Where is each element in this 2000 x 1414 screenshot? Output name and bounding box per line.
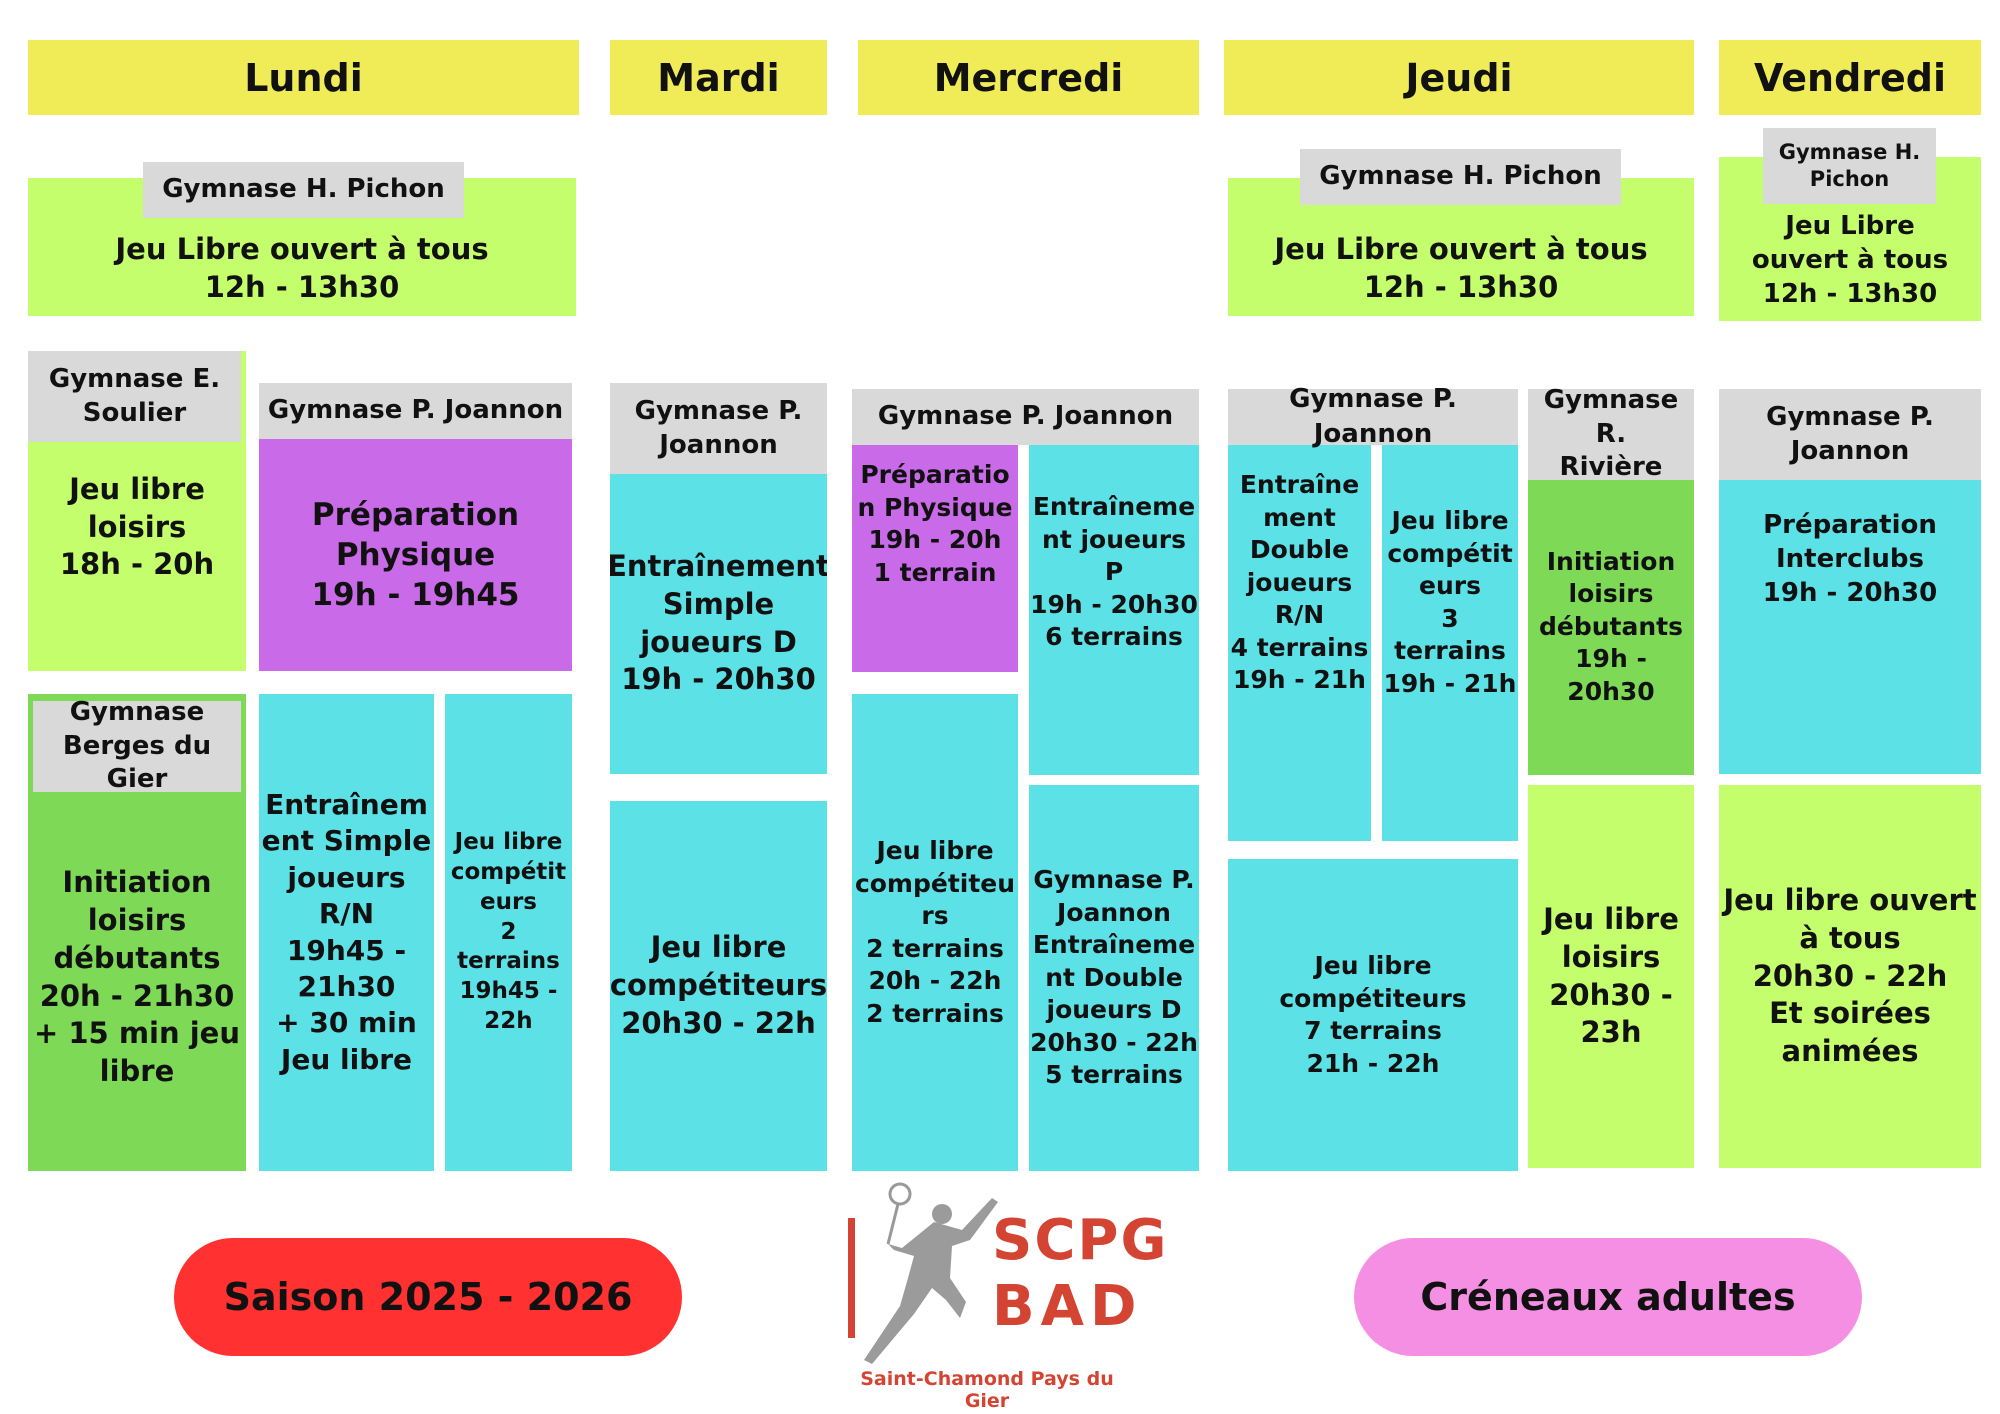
slot-text: Initiation loisirs débutants 20h - 21h30… <box>33 865 240 1088</box>
slot-text: Jeu libre compétiteurs 20h30 - 22h <box>610 930 827 1040</box>
venue-label: Gymnase P. Joannon <box>1289 383 1457 449</box>
slot-text: Jeu libre loisirs 20h30 - 23h <box>1543 902 1679 1050</box>
venue-label: Gymnase P. Joannon <box>877 401 1174 432</box>
slot-text: Entraîne ment Double joueurs R/N 4 terra… <box>1230 470 1369 694</box>
slot-text: Jeu Libre ouvert à tous 12h - 13h30 <box>115 232 489 304</box>
logo-title-2: BAD <box>992 1274 1143 1339</box>
jeudi-comp3-slot: Jeu libre compétit eurs 3 terrains 19h -… <box>1382 389 1518 841</box>
venue-label: Gymnase H. Pichon <box>1319 161 1602 192</box>
jeudi-noon-venue: Gymnase H. Pichon <box>1300 149 1621 205</box>
mercredi-comp-slot: Jeu libre compétiteu rs 2 terrains 20h -… <box>852 694 1018 1171</box>
club-logo: SCPG BAD Saint-Chamond Pays du Gier <box>842 1178 1166 1412</box>
lundi-simple-slot: Entraînem ent Simple joueurs R/N 19h45 -… <box>259 694 434 1171</box>
day-label: Vendredi <box>1753 55 1947 100</box>
lundi-comp-slot: Jeu libre compétit eurs 2 terrains 19h45… <box>445 694 572 1171</box>
jeudi-double-slot: Entraîne ment Double joueurs R/N 4 terra… <box>1228 389 1371 841</box>
jeudi-riviere-venue: Gymnase R. Rivière <box>1528 385 1694 482</box>
venue-label: Gymnase P. Joannon <box>634 395 803 460</box>
season-label: Saison 2025 - 2026 <box>223 1275 633 1319</box>
slot-text: Préparatio n Physique 19h - 20h 1 terrai… <box>857 460 1013 587</box>
slot-text: Préparation Interclubs 19h - 20h30 <box>1762 510 1938 608</box>
venue-label: Gymnase Berges du Gier <box>62 696 212 795</box>
mercredi-venue: Gymnase P. Joannon <box>852 389 1199 445</box>
lundi-soulier-venue: Gymnase E. Soulier <box>28 351 241 442</box>
venue-label: Gymnase R. Rivière <box>1543 384 1679 483</box>
venue-label: Gymnase H. Pichon <box>162 174 445 205</box>
lundi-joannon-venue: Gymnase P. Joannon <box>259 383 572 439</box>
lundi-berges-venue: Gymnase Berges du Gier <box>33 697 241 794</box>
slot-text: Jeu Libre ouvert à tous 12h - 13h30 <box>1274 232 1648 304</box>
jeudi-joannon-venue: Gymnase P. Joannon <box>1228 384 1518 449</box>
mardi-venue: Gymnase P. Joannon <box>610 383 827 474</box>
season-badge: Saison 2025 - 2026 <box>174 1238 682 1356</box>
day-header-vendredi: Vendredi <box>1719 40 1981 115</box>
jeudi-comp7-slot: Jeu libre compétiteurs 7 terrains 21h - … <box>1228 859 1518 1171</box>
mercredi-prep-slot: Préparatio n Physique 19h - 20h 1 terrai… <box>852 445 1018 672</box>
jeudi-loisirs-slot: Jeu libre loisirs 20h30 - 23h <box>1528 785 1694 1168</box>
slot-text: Jeu libre compétit eurs 2 terrains 19h45… <box>450 828 567 1035</box>
venue-label: Gymnase P. Joannon <box>267 395 564 426</box>
venue-label: Gymnase H. Pichon <box>1778 139 1921 191</box>
slot-text: Entraînement Simple joueurs D 19h - 20h3… <box>610 549 827 697</box>
slot-text: Entraîneme nt joueurs P 19h - 20h30 6 te… <box>1030 492 1198 651</box>
slot-text: Entraînem ent Simple joueurs R/N 19h45 -… <box>261 787 432 1076</box>
mercredi-p-slot: Entraîneme nt joueurs P 19h - 20h30 6 te… <box>1029 445 1199 775</box>
slot-text: Jeu libre compétit eurs 3 terrains 19h -… <box>1383 506 1517 698</box>
lundi-noon-venue: Gymnase H. Pichon <box>143 162 464 218</box>
day-header-mercredi: Mercredi <box>858 40 1199 115</box>
slot-text: Jeu Libre ouvert à tous 12h - 13h30 <box>1751 211 1949 309</box>
logo-title-1: SCPG <box>992 1208 1169 1273</box>
day-header-jeudi: Jeudi <box>1224 40 1694 115</box>
day-label: Lundi <box>244 55 363 100</box>
slot-text: Préparation Physique 19h - 19h45 <box>311 496 520 614</box>
logo-subtitle: Saint-Chamond Pays du Gier <box>860 1368 1114 1412</box>
day-label: Jeudi <box>1405 55 1513 100</box>
badminton-player-icon <box>848 1182 998 1364</box>
slot-text: Gymnase P. Joannon Entraîneme nt Double … <box>1030 865 1198 1090</box>
mercredi-double-slot: Gymnase P. Joannon Entraîneme nt Double … <box>1029 785 1199 1171</box>
day-header-lundi: Lundi <box>28 40 579 115</box>
venue-label: Gymnase E. Soulier <box>48 363 221 428</box>
slot-text: Jeu libre compétiteu rs 2 terrains 20h -… <box>854 836 1016 1028</box>
venue-label: Gymnase P. Joannon <box>1766 401 1934 466</box>
adults-badge: Créneaux adultes <box>1354 1238 1862 1356</box>
day-label: Mardi <box>657 55 780 100</box>
vendredi-joannon-venue: Gymnase P. Joannon <box>1719 389 1981 480</box>
day-label: Mercredi <box>933 55 1124 100</box>
vendredi-open-slot: Jeu libre ouvert à tous 20h30 - 22h Et s… <box>1719 785 1981 1168</box>
slot-text: Jeu libre compétiteurs 7 terrains 21h - … <box>1279 951 1467 1078</box>
slot-text: Jeu libre ouvert à tous 20h30 - 22h Et s… <box>1723 883 1977 1069</box>
adults-label: Créneaux adultes <box>1420 1275 1796 1319</box>
slot-text: Initiation loisirs débutants 19h - 20h30 <box>1539 546 1683 706</box>
mardi-comp-slot: Jeu libre compétiteurs 20h30 - 22h <box>610 801 827 1171</box>
vendredi-noon-venue: Gymnase H. Pichon <box>1763 128 1936 204</box>
day-header-mardi: Mardi <box>610 40 827 115</box>
slot-text: Jeu libre loisirs 18h - 20h <box>59 472 215 582</box>
